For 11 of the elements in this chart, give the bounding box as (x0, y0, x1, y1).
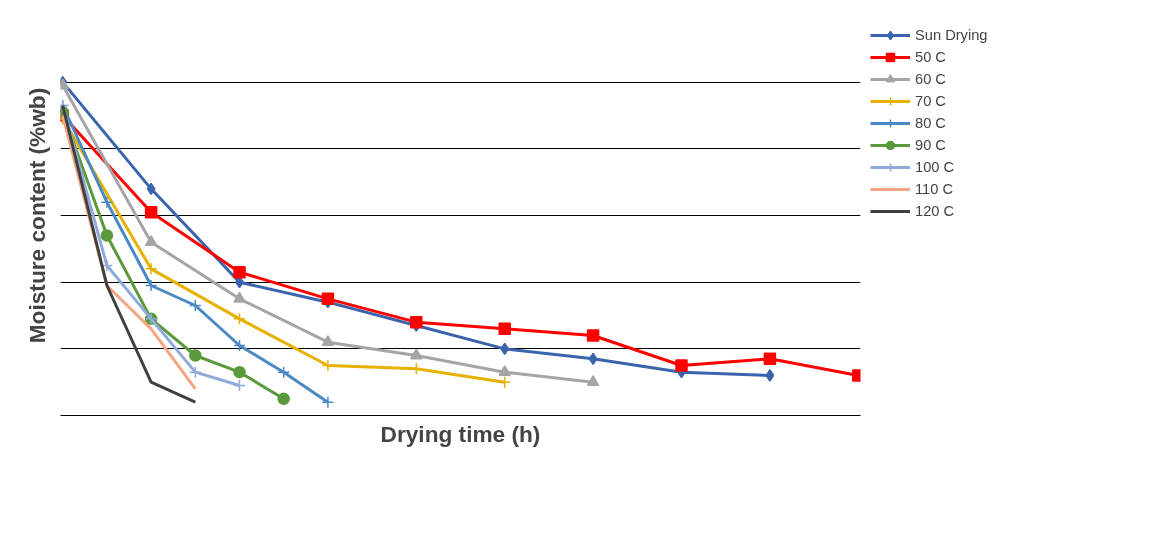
legend-label: 110 C (915, 181, 954, 197)
legend-label: 80 C (915, 115, 946, 131)
legend-label: 100 C (915, 159, 955, 175)
legend-label: 50 C (915, 49, 946, 65)
legend-label: 120 C (915, 203, 955, 219)
legend-label: 60 C (915, 71, 946, 87)
legend-label: Sun Drying (915, 27, 988, 43)
legend-label: 70 C (915, 93, 946, 109)
x-axis-title: Drying time (h) (380, 420, 541, 447)
legend-label: 90 C (915, 137, 946, 153)
y-axis-title: Moisture content (%wb) (23, 87, 50, 344)
